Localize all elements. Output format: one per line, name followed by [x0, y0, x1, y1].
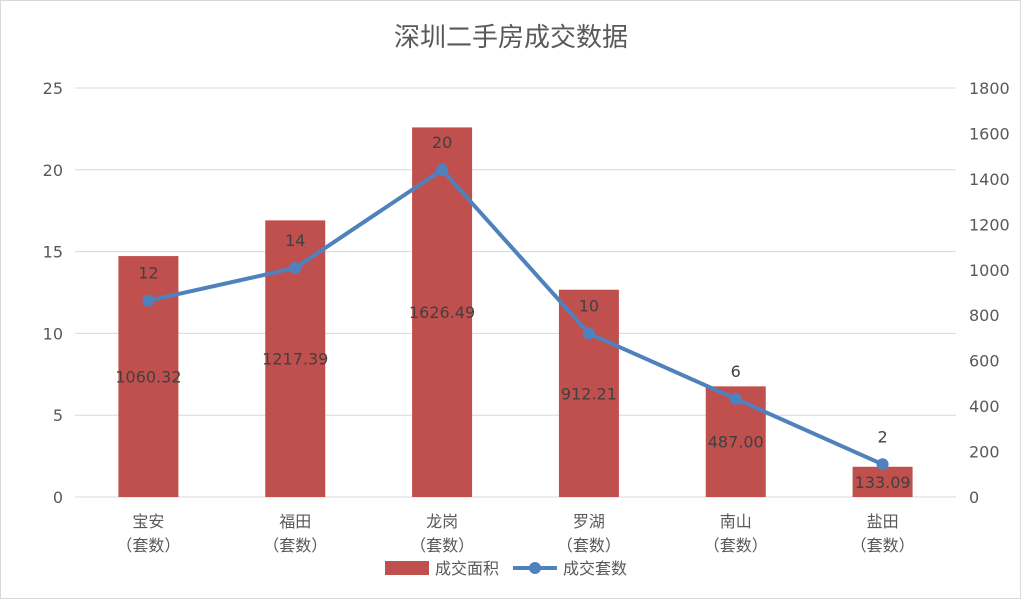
bar-data-label: 487.00 — [708, 433, 764, 452]
bar-data-label: 912.21 — [561, 384, 617, 403]
legend-label: 成交套数 — [563, 559, 627, 578]
line-data-label: 20 — [432, 133, 452, 152]
line-data-label: 6 — [731, 362, 741, 381]
left-tick-label: 10 — [43, 324, 63, 343]
left-tick-label: 0 — [53, 488, 63, 507]
line-point — [436, 163, 449, 176]
category-label: 宝安 — [132, 512, 164, 531]
left-axis-ticks: 0 5 10 15 20 25 — [43, 79, 63, 507]
category-label: 龙岗 — [426, 512, 458, 531]
legend-swatch-marker — [529, 562, 541, 574]
category-label: （套数） — [263, 536, 327, 555]
bar-data-label: 133.09 — [855, 473, 911, 492]
bar — [412, 127, 473, 498]
right-tick-label: 1800 — [969, 79, 1010, 98]
line-point — [729, 392, 742, 405]
right-tick-label: 0 — [969, 488, 979, 507]
left-tick-label: 5 — [53, 406, 63, 425]
category-label: 罗湖 — [573, 512, 605, 531]
gridlines — [75, 87, 956, 498]
legend-label: 成交面积 — [435, 559, 499, 578]
category-label: （套数） — [851, 536, 915, 555]
bar — [558, 289, 619, 497]
category-label: （套数） — [704, 536, 768, 555]
chart-title: 深圳二手房成交数据 — [394, 23, 628, 53]
right-tick-label: 1600 — [969, 124, 1010, 143]
legend: 成交面积 成交套数 — [385, 559, 627, 578]
line-series-area: 12 14 20 10 6 2 — [138, 133, 889, 471]
right-tick-label: 600 — [969, 352, 1000, 371]
category-label: 盐田 — [867, 512, 899, 531]
left-tick-label: 20 — [43, 161, 63, 180]
bar-data-label: 1217.39 — [262, 350, 328, 369]
category-label: （套数） — [410, 536, 474, 555]
line-point — [142, 294, 155, 307]
category-label: 福田 — [279, 512, 311, 531]
bar-data-label: 1060.32 — [115, 368, 181, 387]
left-tick-label: 15 — [43, 243, 63, 262]
right-tick-label: 1400 — [969, 170, 1010, 189]
left-tick-label: 25 — [43, 79, 63, 98]
line-data-label: 10 — [579, 296, 599, 315]
right-tick-label: 800 — [969, 306, 1000, 325]
bar-series-area: 1060.32 1217.39 1626.49 912.21 487.00 133.09 — [115, 127, 913, 498]
line-point — [876, 458, 889, 471]
line-point — [582, 327, 595, 340]
right-tick-label: 200 — [969, 443, 1000, 462]
right-tick-label: 1200 — [969, 215, 1010, 234]
right-axis-ticks: 0 200 400 600 800 1000 1200 1400 1600 1800 — [969, 79, 1010, 507]
legend-swatch-bar — [385, 561, 429, 575]
category-labels: 宝安 （套数） 福田 （套数） 龙岗 （套数） 罗湖 （套数） 南山 （套数） 盐田 （套数） — [116, 512, 914, 555]
right-tick-label: 400 — [969, 397, 1000, 416]
bar-data-label: 1626.49 — [409, 303, 475, 322]
line-point — [289, 261, 302, 274]
bar — [852, 466, 913, 497]
line-data-label: 14 — [285, 231, 305, 250]
line-data-label: 12 — [138, 264, 158, 283]
category-label: 南山 — [720, 512, 752, 531]
category-label: （套数） — [116, 536, 180, 555]
right-tick-label: 1000 — [969, 261, 1010, 280]
series-line — [146, 167, 885, 467]
category-label: （套数） — [557, 536, 621, 555]
line-data-label: 2 — [877, 427, 887, 446]
